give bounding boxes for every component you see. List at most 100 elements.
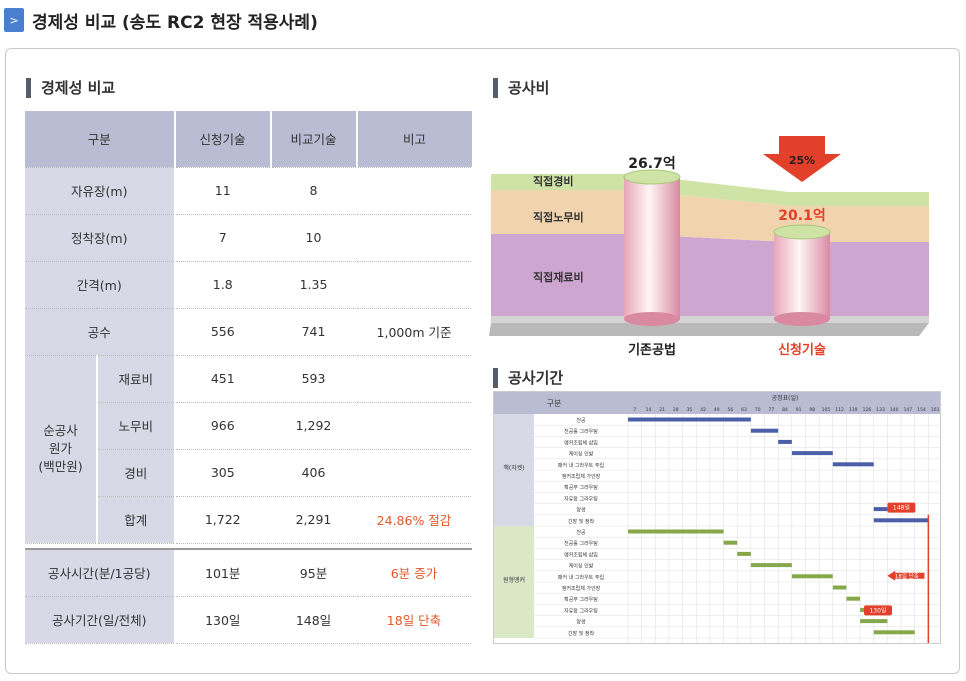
group-label-line: (백만원) (38, 459, 83, 474)
gantt-task-label: 케이싱 인발 (569, 451, 594, 458)
gantt-task-label: 앵커조립체 가인장 (562, 473, 601, 480)
cylinder-existing-top (623, 169, 681, 185)
row-label: 노무비 (97, 402, 176, 450)
gantt-group2-label: 원형앵커 (503, 576, 525, 584)
chevron-right-icon: > (4, 8, 24, 32)
table-row: 경비 305 406 (25, 449, 472, 497)
comparison-table: 구분 신청기술 비교기술 비고 자유장(m) 11 8 정착장(m) 7 10 … (25, 111, 472, 644)
gantt-label-130-bg (863, 605, 892, 616)
row-label: 자유장(m) (25, 167, 176, 215)
gantt-task-label: 패커 내 그라우트 주입 (558, 574, 604, 581)
gantt-day-label: 133 (876, 407, 885, 413)
gantt-group1-bg (494, 414, 534, 526)
gantt-task-label: 천공홀 그라우팅 (564, 428, 598, 435)
header-cell: 구분 (25, 111, 176, 168)
gantt-header-left: 구분 (547, 399, 562, 408)
gantt-bar-anchor (860, 619, 888, 624)
layer-expense (491, 174, 929, 206)
gantt-task-label: 천공 (576, 529, 586, 536)
gantt-task-label: 천공홀 그라우팅 (564, 540, 598, 547)
gantt-label-18: 18일 단축 (895, 572, 919, 580)
cell-old: 1,292 (270, 402, 357, 450)
cell-note (356, 261, 472, 309)
cell-note (356, 214, 472, 262)
gantt-task-label: 자유장 그라우팅 (564, 495, 598, 502)
cell-note: 6분 증가 (356, 549, 472, 597)
row-label: 공사기간(일/전체) (25, 596, 176, 644)
header-cell: 비교기술 (270, 111, 358, 168)
gantt-day-label: 112 (835, 407, 844, 413)
row-label: 공사시간(분/1공당) (25, 549, 176, 597)
cost-diagram: 직접경비 직접노무비 직접재료비 26.7억 20.1억 25% 기존공법 신청… (489, 136, 929, 358)
gantt-task-label: 자유장 그라우팅 (564, 607, 598, 614)
gantt-label-130: 130일 (869, 606, 886, 614)
section-title: 경제성 비교 (41, 79, 116, 97)
cell-old: 8 (270, 167, 357, 215)
cell-new: 101분 (174, 549, 271, 597)
gantt-day-label: 49 (714, 407, 720, 413)
row-label: 정착장(m) (25, 214, 176, 262)
gantt-bar-jacket (873, 507, 888, 512)
reduction-arrow-icon (763, 136, 841, 182)
group-label-line: 원가 (48, 441, 72, 456)
gantt-task-label: 앵커조립체 가인장 (562, 585, 601, 592)
cell-old: 148일 (270, 596, 357, 644)
section-bar (26, 77, 31, 98)
cell-new: 556 (174, 308, 271, 356)
group-label-line: 순공사 (43, 423, 78, 438)
existing-label: 기존공법 (628, 342, 676, 358)
gantt-bar-anchor (737, 551, 751, 556)
gantt-day-label: 42 (700, 407, 706, 413)
gantt-task-label: 앵커조립체 삽입 (564, 551, 598, 558)
row-label: 재료비 (97, 355, 176, 403)
gantt-day-label: 98 (809, 407, 815, 413)
gantt-reduction-arrow-icon (887, 570, 925, 581)
gantt-bar-jacket (791, 451, 833, 456)
gantt-task-label: 확공부 그라우팅 (564, 596, 598, 603)
gantt-day-label: 28 (673, 407, 679, 413)
cylinder-new (774, 232, 830, 319)
table-row: 공수 556 741 1,000m 기준 (25, 308, 472, 356)
layer-label-labor: 직접노무비 (533, 210, 584, 224)
cell-new: 1.8 (174, 261, 271, 309)
gantt-bar-anchor (723, 540, 738, 545)
section-period: 공사기간 (493, 367, 563, 388)
cell-old: 406 (270, 449, 357, 497)
table-row: 공사기간(일/전체) 130일 148일 18일 단축 (25, 596, 472, 644)
gantt-day-label: 140 (890, 407, 899, 413)
gantt-bar-anchor (846, 596, 861, 601)
gantt-bar-anchor (791, 574, 833, 579)
row-label: 간격(m) (25, 261, 176, 309)
gantt-bar-jacket (778, 439, 792, 444)
cell-new: 451 (174, 355, 271, 403)
gantt-task-label: 긴장 및 정착 (568, 630, 595, 637)
section-title: 공사비 (508, 79, 550, 97)
gantt-task-label: 양생 (576, 619, 586, 626)
cell-old: 1.35 (270, 261, 357, 309)
gantt-day-label: 84 (782, 407, 788, 413)
gantt-bar-anchor (628, 529, 724, 534)
gantt-day-label: 161 (931, 407, 940, 413)
page-title: 경제성 비교 (송도 RC2 현장 적용사례) (32, 12, 318, 33)
cell-note: 18일 단축 (356, 596, 472, 644)
gantt-task-label: 앵커조립체 삽입 (564, 439, 598, 446)
cell-note (356, 402, 472, 450)
cell-note (356, 355, 472, 403)
table-row: 노무비 966 1,292 (25, 402, 472, 450)
cell-new: 1,722 (174, 496, 271, 544)
gantt-day-label: 77 (768, 407, 774, 413)
table-row: 정착장(m) 7 10 (25, 214, 472, 262)
existing-value: 26.7억 (628, 156, 675, 172)
gantt-bar-anchor (750, 563, 792, 568)
cell-new: 11 (174, 167, 271, 215)
gantt-group1-label: 책(자켓) (503, 464, 524, 472)
gantt-day-label: 21 (659, 407, 665, 413)
gantt-day-label: 70 (755, 407, 761, 413)
new-value: 20.1억 (778, 208, 825, 224)
cylinder-existing (624, 177, 680, 319)
gantt-day-label: 91 (796, 407, 802, 413)
row-label: 합계 (97, 496, 176, 544)
gantt-bar-anchor (873, 630, 915, 635)
gantt-day-label: 56 (728, 407, 734, 413)
section-bar (493, 77, 498, 98)
